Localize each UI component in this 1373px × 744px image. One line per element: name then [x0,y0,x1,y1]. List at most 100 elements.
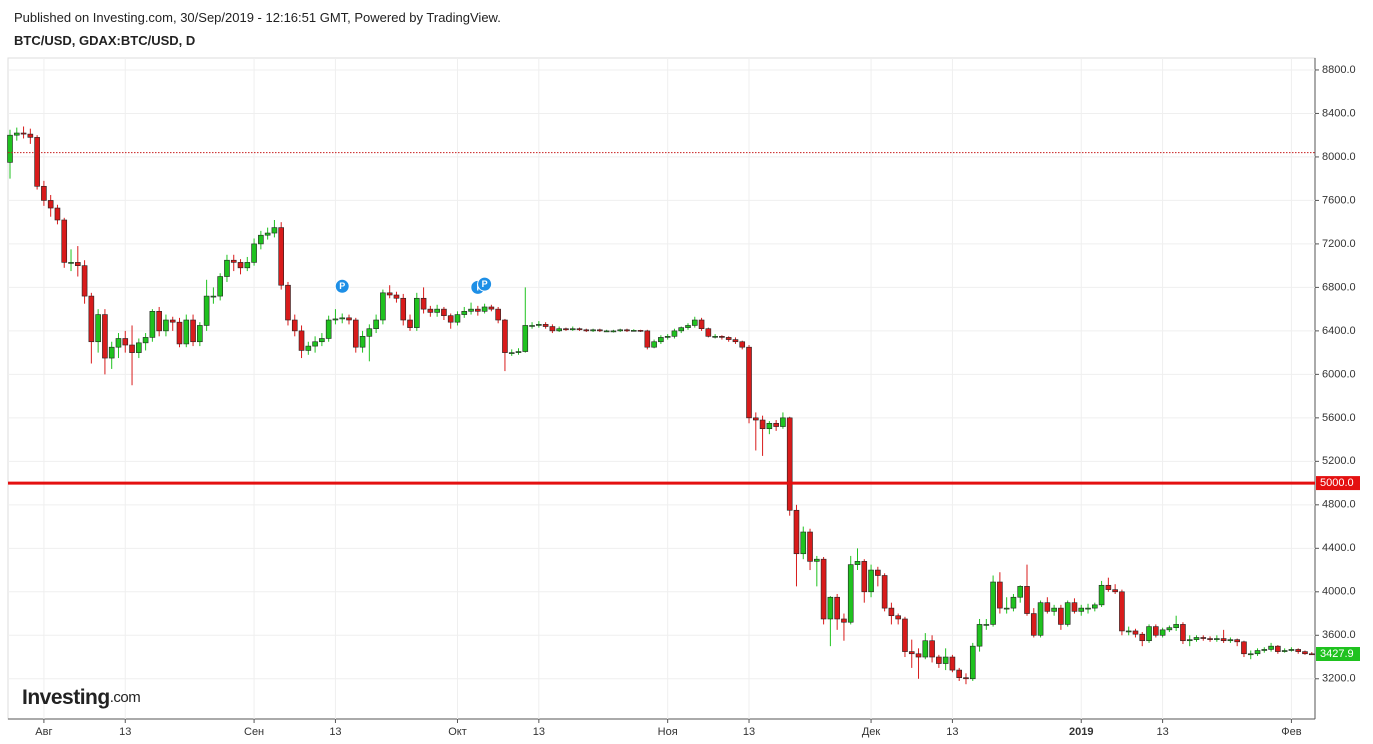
y-tick-label: 3600.0 [1322,629,1356,641]
candle-body [129,344,135,353]
candle-body [597,329,603,332]
logo-brand: Investing [22,686,110,709]
x-tick-label: 13 [1156,726,1168,738]
candle-body [312,341,318,347]
candle-body [380,292,386,321]
candle-body [563,328,569,331]
candle-body [1017,586,1024,598]
candle-body [413,297,420,328]
candle-body [149,311,156,338]
candle-body [1159,629,1166,636]
candle-body [1037,602,1044,636]
level-label-box [1316,476,1360,491]
candle-body [549,326,556,332]
candle-body [1308,653,1315,656]
candle-body [881,575,888,609]
candle-body [1254,650,1261,655]
candle-body [359,336,366,348]
candle-body [664,336,671,338]
x-tick-label: 13 [119,726,131,738]
candle-body [224,259,230,277]
candle-body [13,132,20,136]
candle-body [576,328,583,331]
candle-body [936,656,942,664]
candle-body [1214,638,1220,640]
y-tick-label: 6400.0 [1322,325,1356,337]
candle-body [644,330,651,348]
candle-body [346,317,352,321]
candle-body [427,308,434,313]
candle-body [1024,586,1030,614]
candle-body [908,651,915,655]
y-tick-label: 6000.0 [1322,368,1356,380]
candle-body [190,319,196,343]
candle-body [285,284,291,321]
candle-body [1207,638,1213,640]
candle-body [156,311,162,332]
candle-body [441,308,447,316]
candle-body [488,306,495,310]
candle-body [75,262,81,266]
candle-body [895,615,901,620]
candle-body [732,339,739,343]
candle-body [373,319,379,330]
candle-body [81,265,88,297]
candle-body [197,325,203,343]
candle-body [875,569,881,576]
candle-body [780,417,786,427]
candle-body [291,319,298,332]
candle-body [976,624,983,647]
logo-suffix: .com [110,689,141,706]
candle-body [671,330,678,337]
candle-body [1132,630,1139,635]
candle-body [237,262,244,269]
candle-body [752,417,759,421]
candle-body [1153,626,1159,636]
event-marker [334,278,350,294]
candle-body [1085,607,1091,610]
candle-body [800,531,807,555]
candle-body [739,341,746,348]
candle-body [1112,589,1118,593]
candle-body [1092,604,1098,609]
candle-body [1275,645,1281,652]
candle-body [522,325,529,352]
candle-body [929,640,935,658]
candle-body [298,330,305,351]
candle-body [1173,624,1179,628]
candle-body [1044,602,1051,612]
y-tick-label: 5200.0 [1322,455,1356,467]
candle-body [949,656,956,671]
candle-body [590,329,596,332]
candle-body [542,324,549,327]
candle-body [278,227,285,286]
candle-body [203,295,210,326]
candle-body [583,329,590,332]
candle-body [847,564,854,623]
candle-body [1030,613,1037,636]
candle-body [481,306,488,312]
y-tick-label: 8400.0 [1322,107,1356,119]
candle-body [807,531,813,562]
candle-body [854,561,861,565]
candle-body [495,308,501,321]
candle-body [305,345,312,351]
candle-body [637,330,644,332]
x-tick-label: Дек [862,726,881,738]
candle-body [434,308,440,313]
y-tick-label: 6800.0 [1322,281,1356,293]
candle-body [915,653,922,658]
candle-body [210,295,217,298]
candle-body [820,558,827,620]
candle-body [264,232,271,236]
candle-body [1078,607,1085,612]
candle-body [183,319,190,345]
candle-body [536,324,542,326]
candle-body [217,276,223,297]
y-tick-label: 4400.0 [1322,542,1356,554]
candle-body [325,319,332,339]
candle-body [725,337,732,340]
candle-body [610,330,617,333]
candle-body [786,417,793,511]
